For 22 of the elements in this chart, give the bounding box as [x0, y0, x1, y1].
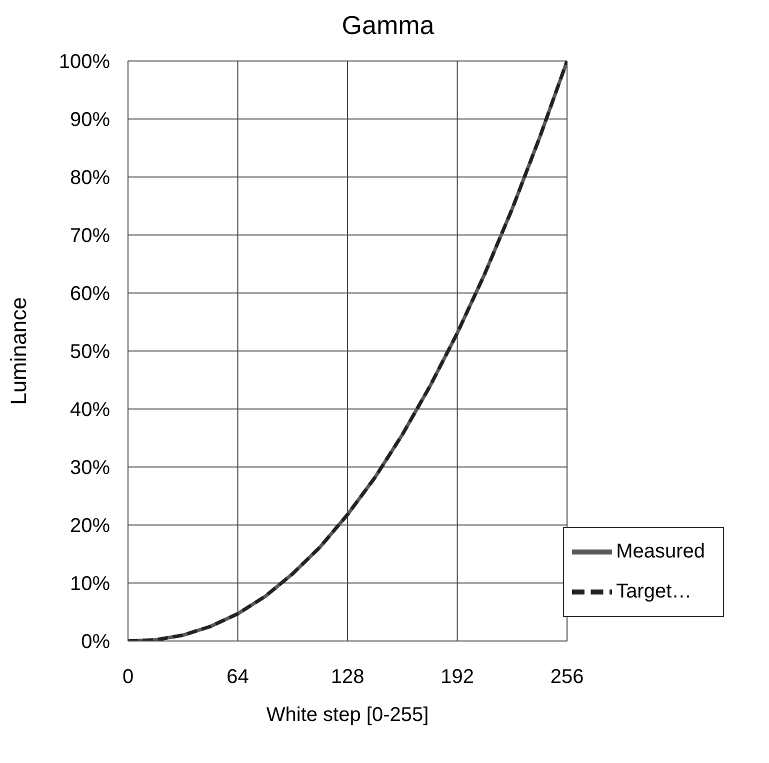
x-tick-label: 256: [550, 666, 584, 688]
y-tick-label: 70%: [70, 225, 110, 248]
x-axis-title: White step [0-255]: [266, 704, 429, 726]
y-tick-label: 0%: [81, 631, 110, 654]
y-tick-label: 80%: [70, 167, 110, 190]
x-tick-label: 192: [440, 666, 474, 688]
y-tick-label: 30%: [70, 457, 110, 480]
x-tick-label: 0: [122, 666, 134, 688]
x-tick-label: 128: [330, 666, 364, 688]
y-tick-label: 10%: [70, 573, 110, 596]
y-tick-label: 90%: [70, 109, 110, 132]
legend-label: Target…: [616, 580, 692, 602]
y-tick-label: 20%: [70, 515, 110, 538]
y-tick-label: 40%: [70, 399, 110, 422]
legend-label: Measured: [616, 540, 705, 562]
chart-title: Gamma: [340, 10, 436, 41]
x-tick-label: 64: [226, 666, 249, 688]
y-axis-title: Luminance: [6, 297, 31, 405]
y-tick-label: 100%: [58, 51, 110, 74]
y-tick-label: 60%: [70, 283, 110, 306]
line-series: [128, 61, 568, 641]
y-tick-label: 50%: [70, 341, 110, 364]
